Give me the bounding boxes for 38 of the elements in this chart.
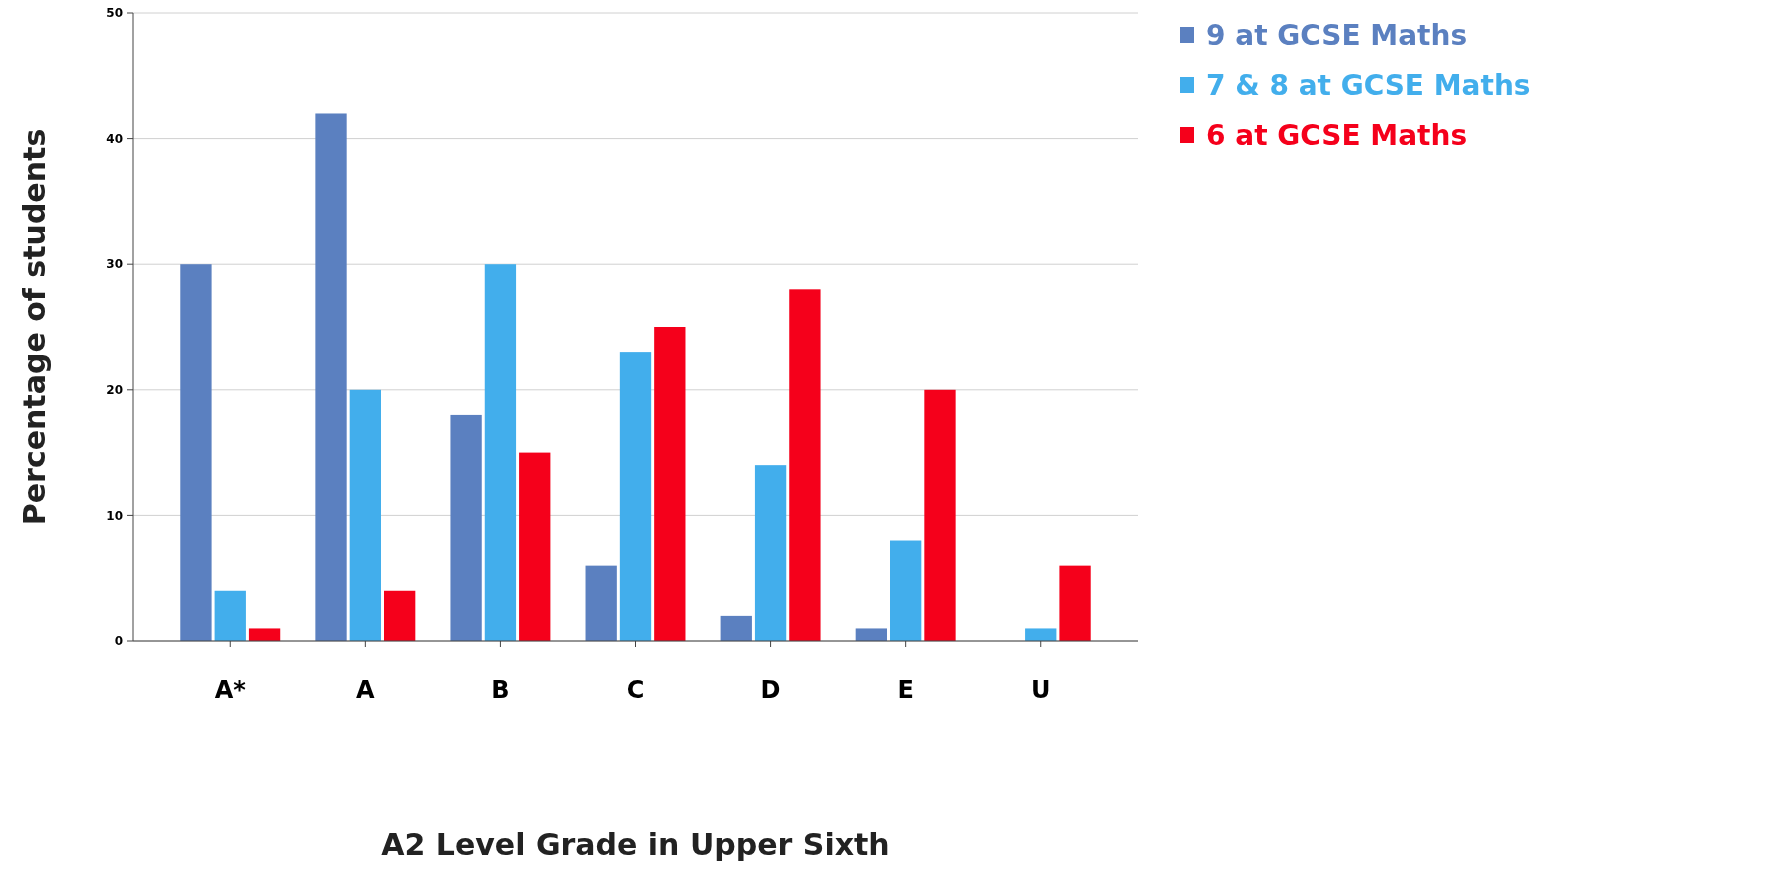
bar <box>585 565 617 641</box>
bar <box>248 628 281 641</box>
bar <box>619 352 652 641</box>
bar <box>1059 565 1091 641</box>
bar <box>855 628 887 641</box>
x-tick-label: A* <box>214 676 247 704</box>
bar <box>924 389 956 641</box>
x-tick-label: B <box>491 676 510 704</box>
x-tick-label: D <box>760 676 781 704</box>
x-axis-title: A2 Level Grade in Upper Sixth <box>381 827 890 862</box>
y-axis-title: Percentage of students <box>17 128 52 526</box>
bar <box>214 590 246 641</box>
bar <box>789 289 821 641</box>
y-tick-label: 20 <box>106 383 123 397</box>
bar <box>720 615 752 641</box>
y-tick-label: 0 <box>114 634 123 649</box>
bar <box>1025 628 1057 641</box>
x-tick-label: C <box>626 676 645 704</box>
bar <box>890 540 922 641</box>
bar <box>180 264 212 641</box>
y-tick-label: 40 <box>106 131 123 146</box>
bar <box>349 389 381 641</box>
bar <box>450 414 482 641</box>
y-tick-label: 10 <box>106 508 123 523</box>
bar <box>484 264 517 641</box>
bar <box>754 465 787 641</box>
y-tick-label: 30 <box>106 257 123 272</box>
bar <box>519 452 551 641</box>
x-tick-label: E <box>897 676 914 704</box>
legend-label: 9 at GCSE Maths <box>1206 18 1468 52</box>
x-tick-label: A <box>356 676 376 704</box>
bar <box>654 327 686 641</box>
legend-label: 7 & 8 at GCSE Maths <box>1206 68 1531 102</box>
bar <box>315 113 347 641</box>
legend-label: 6 at GCSE Maths <box>1206 118 1468 152</box>
y-tick-label: 50 <box>106 6 123 21</box>
x-tick-label: U <box>1030 676 1051 704</box>
bar <box>384 590 416 641</box>
